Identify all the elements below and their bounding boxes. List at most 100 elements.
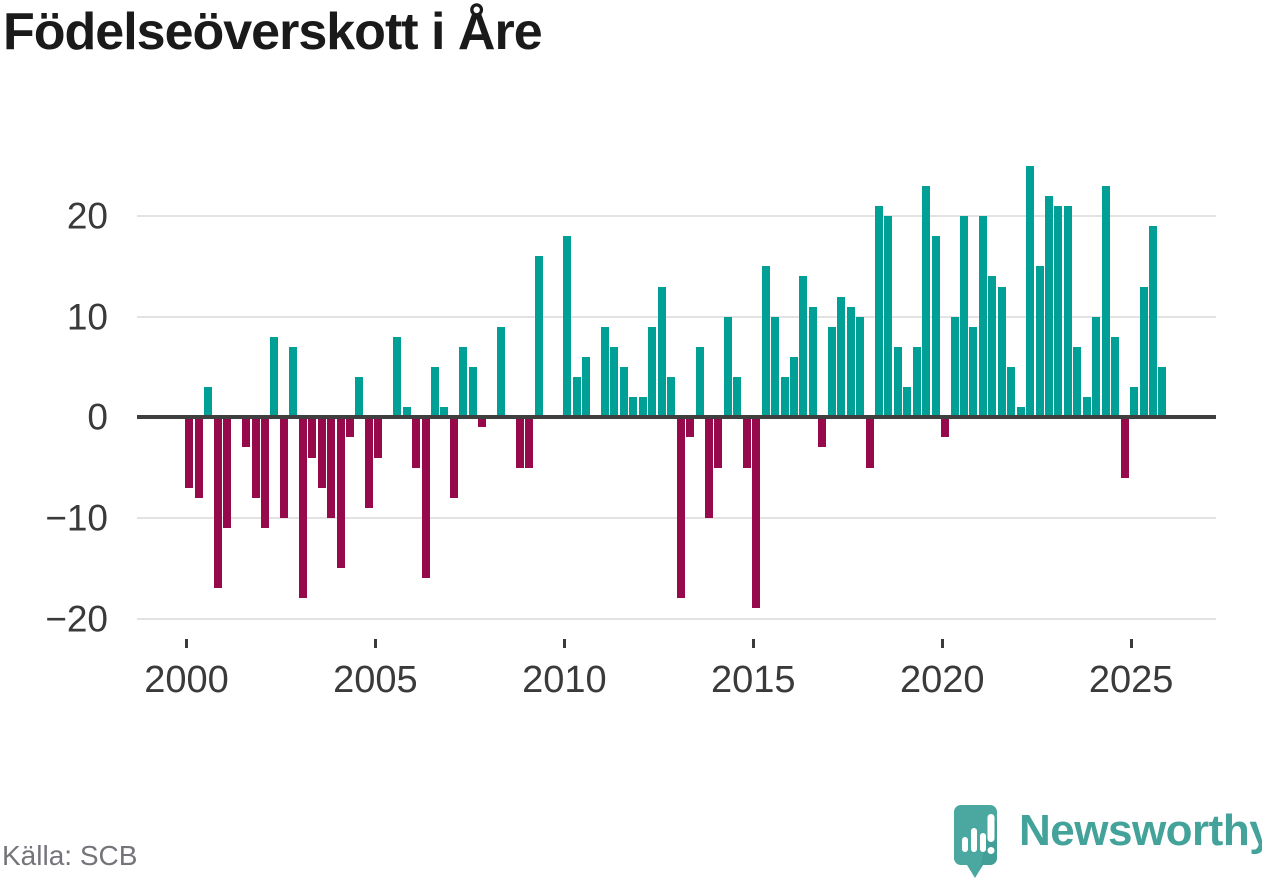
bar-2022-Q4	[1045, 195, 1054, 418]
bar-2015-Q2	[761, 266, 770, 418]
bar-2015-Q1	[752, 417, 761, 609]
bar-2016-Q1	[789, 356, 798, 418]
x-tick-2000	[185, 639, 188, 648]
bar-2014-Q2	[723, 316, 732, 418]
bar-2020-Q4	[969, 326, 978, 418]
bar-2016-Q2	[799, 276, 808, 418]
bar-2011-Q2	[610, 346, 619, 418]
bar-2017-Q4	[856, 316, 865, 418]
bar-2013-Q2	[686, 417, 695, 438]
x-tick-2015	[751, 639, 755, 648]
bar-2011-Q3	[619, 367, 628, 418]
bar-2004-Q2	[345, 417, 354, 438]
bar-2001-Q3	[242, 417, 251, 448]
bar-2014-Q1	[714, 417, 723, 468]
bar-2024-Q4	[1120, 417, 1129, 478]
bar-2003-Q2	[308, 417, 317, 458]
bar-2000-Q1	[185, 417, 194, 488]
bar-2016-Q3	[808, 306, 817, 418]
bar-2003-Q1	[298, 417, 307, 599]
bar-2009-Q2	[534, 256, 543, 418]
bar-2018-Q2	[875, 206, 883, 418]
bar-2004-Q3	[355, 377, 364, 418]
bar-2022-Q1	[1016, 407, 1025, 418]
bar-2016-Q4	[818, 417, 827, 448]
gridline--10	[137, 516, 1216, 519]
bar-2002-Q4	[289, 346, 298, 418]
x-tick-label-2020: 2020	[899, 659, 985, 701]
gridline--20	[137, 617, 1216, 620]
bar-2005-Q3	[393, 336, 402, 418]
bar-2021-Q4	[1007, 367, 1016, 418]
bar-2011-Q1	[601, 326, 610, 418]
bar-2018-Q1	[865, 417, 874, 468]
y-tick-label-20: 20	[66, 195, 108, 237]
bar-2018-Q3	[884, 216, 893, 418]
bar-2007-Q4	[478, 417, 487, 428]
bar-2012-Q3	[657, 286, 666, 418]
bar-2019-Q3	[922, 185, 931, 418]
bar-2015-Q4	[780, 377, 789, 418]
bar-2002-Q1	[260, 417, 269, 528]
bar-2010-Q3	[582, 356, 591, 418]
y-tick-label-0: 0	[87, 396, 108, 438]
chart-title: Födelseöverskott i Åre	[3, 3, 543, 61]
source-caption: Källa: SCB	[2, 840, 138, 871]
bar-2013-Q1	[676, 417, 685, 599]
bar-2019-Q4	[931, 236, 940, 418]
bar-2025-Q4	[1158, 367, 1167, 418]
bar-2021-Q3	[997, 286, 1006, 418]
bar-2021-Q1	[978, 216, 987, 418]
bar-2014-Q3	[733, 377, 742, 418]
bar-2013-Q4	[704, 417, 713, 518]
zero-baseline	[137, 415, 1216, 420]
bar-2013-Q3	[695, 346, 704, 418]
y-tick-label--10: −10	[45, 497, 108, 539]
x-tick-label-2025: 2025	[1088, 659, 1174, 701]
x-tick-label-2005: 2005	[333, 659, 418, 701]
bar-2024-Q1	[1092, 316, 1101, 418]
bar-2004-Q4	[364, 417, 373, 508]
bar-2019-Q1	[903, 387, 912, 418]
bar-chart-plot-area: 20 10 0 −10 −20 2000 2005 2010 2015 2020 2025	[45, 165, 1216, 701]
bar-2017-Q2	[837, 296, 846, 418]
x-tick-label-2015: 2015	[711, 659, 796, 701]
bar-2010-Q1	[563, 236, 572, 418]
bar-2006-Q1	[412, 417, 421, 468]
bar-2005-Q1	[374, 417, 383, 458]
bar-2009-Q1	[525, 417, 534, 468]
bar-2012-Q4	[667, 377, 676, 418]
newsworthy-logo-icon	[954, 805, 997, 878]
x-tick-2005	[373, 639, 377, 648]
bar-2002-Q2	[270, 336, 279, 418]
bar-2006-Q4	[440, 407, 449, 418]
y-tick-label--20: −20	[45, 598, 108, 639]
bar-2025-Q2	[1139, 286, 1148, 418]
newsworthy-logo-text: Newsworthy	[1019, 806, 1262, 855]
x-tick-2010	[562, 639, 566, 648]
bar-2000-Q4	[213, 417, 222, 589]
bar-2018-Q4	[893, 346, 902, 418]
bar-2023-Q4	[1082, 397, 1091, 418]
bar-2012-Q2	[648, 326, 657, 418]
bar-2015-Q3	[771, 316, 780, 418]
bar-2024-Q3	[1111, 336, 1120, 418]
bar-2000-Q3	[204, 387, 213, 418]
bar-2011-Q4	[629, 397, 638, 418]
bar-2024-Q2	[1101, 185, 1110, 418]
bar-2005-Q4	[402, 407, 411, 418]
bar-2023-Q1	[1054, 206, 1063, 418]
bar-2025-Q3	[1148, 226, 1157, 418]
x-tick-2025	[1129, 639, 1133, 648]
bar-2020-Q1	[941, 417, 950, 438]
bar-2002-Q3	[279, 417, 288, 518]
bar-2010-Q2	[572, 377, 581, 418]
bar-2020-Q2	[950, 316, 959, 418]
gridline-20	[137, 215, 1216, 218]
newsworthy-logo: Newsworthy	[950, 801, 1262, 879]
bar-2006-Q2	[421, 417, 430, 579]
bar-2017-Q1	[827, 326, 836, 418]
bar-2001-Q1	[223, 417, 232, 528]
bar-2022-Q3	[1035, 266, 1044, 418]
bar-2008-Q4	[516, 417, 525, 468]
